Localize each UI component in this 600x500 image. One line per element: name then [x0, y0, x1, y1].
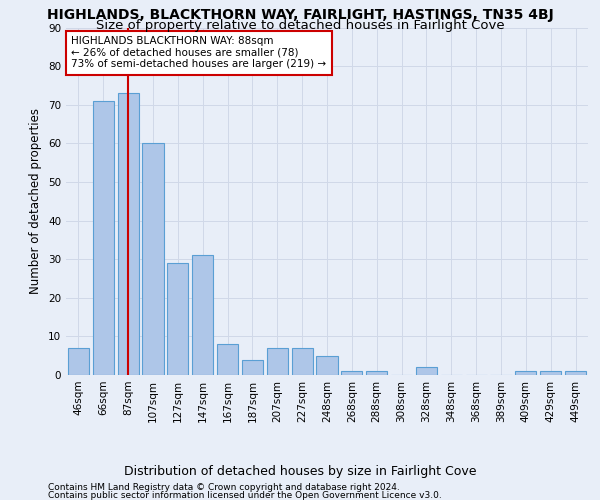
Bar — [118, 93, 139, 375]
Text: Contains HM Land Registry data © Crown copyright and database right 2024.: Contains HM Land Registry data © Crown c… — [48, 484, 400, 492]
Text: HIGHLANDS BLACKTHORN WAY: 88sqm
← 26% of detached houses are smaller (78)
73% of: HIGHLANDS BLACKTHORN WAY: 88sqm ← 26% of… — [71, 36, 326, 70]
Bar — [540, 371, 561, 375]
Bar — [68, 348, 89, 375]
Bar — [192, 256, 213, 375]
Bar — [217, 344, 238, 375]
Text: Distribution of detached houses by size in Fairlight Cove: Distribution of detached houses by size … — [124, 465, 476, 478]
Bar — [316, 356, 338, 375]
Bar — [341, 371, 362, 375]
Text: HIGHLANDS, BLACKTHORN WAY, FAIRLIGHT, HASTINGS, TN35 4BJ: HIGHLANDS, BLACKTHORN WAY, FAIRLIGHT, HA… — [47, 8, 553, 22]
Bar — [142, 144, 164, 375]
Bar — [292, 348, 313, 375]
Y-axis label: Number of detached properties: Number of detached properties — [29, 108, 43, 294]
Bar — [565, 371, 586, 375]
Bar — [515, 371, 536, 375]
Bar — [167, 263, 188, 375]
Bar — [93, 101, 114, 375]
Text: Contains public sector information licensed under the Open Government Licence v3: Contains public sector information licen… — [48, 491, 442, 500]
Bar — [366, 371, 387, 375]
Bar — [267, 348, 288, 375]
Bar — [416, 368, 437, 375]
Text: Size of property relative to detached houses in Fairlight Cove: Size of property relative to detached ho… — [95, 18, 505, 32]
Bar — [242, 360, 263, 375]
